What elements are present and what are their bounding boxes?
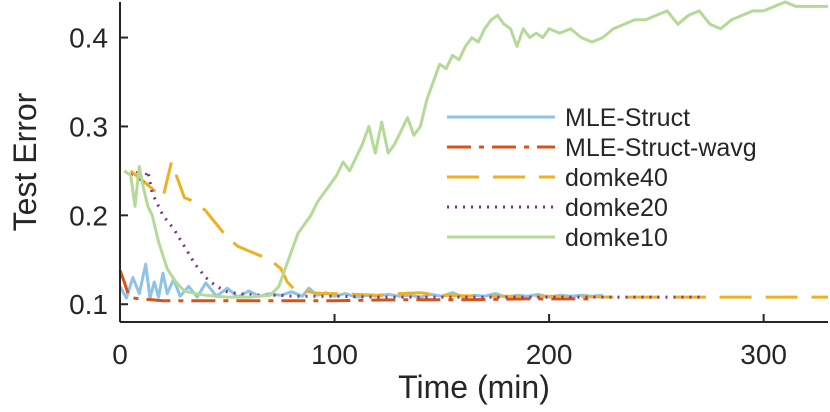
legend-label-domke10: domke10 [565,224,668,252]
legend-label-mle-struct-wavg: MLE-Struct-wavg [565,134,757,162]
x-tick-label: 300 [740,339,787,370]
y-axis-label: Test Error [7,92,43,231]
legend-label-mle-struct: MLE-Struct [565,104,690,132]
y-tick-label: 0.2 [69,200,108,231]
y-tick-label: 0.3 [69,111,108,142]
series-line-domke40 [129,160,828,299]
x-tick-label: 0 [112,339,128,370]
x-axis-label: Time (min) [398,369,550,405]
legend-label-domke40: domke40 [565,164,668,192]
series-line-domke10 [123,0,828,299]
legend-label-domke20: domke20 [565,194,668,222]
y-tick-label: 0.4 [69,23,108,54]
x-tick-label: 100 [311,339,358,370]
x-tick-label: 200 [526,339,573,370]
legend: MLE-StructMLE-Struct-wavgdomke40domke20d… [447,104,757,252]
axes: 0 100 200 300 0.1 0.2 0.3 0.4 [69,2,828,370]
y-tick-label: 0.1 [69,289,108,320]
plot-area [118,0,828,303]
series-line-mle-struct-wavg [118,269,592,303]
